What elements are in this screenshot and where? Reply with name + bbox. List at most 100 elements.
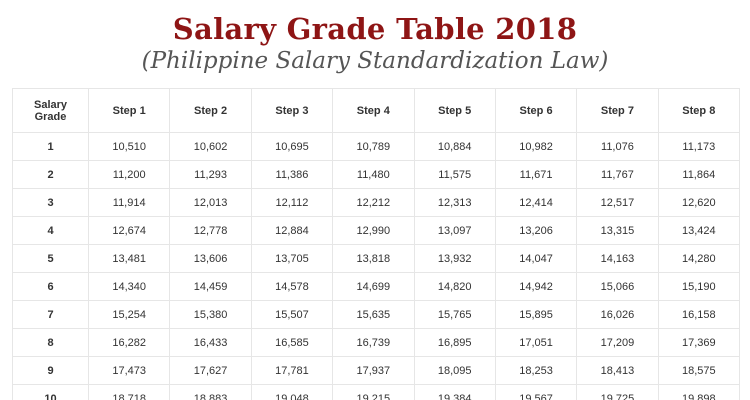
- column-header: Salary Grade: [12, 88, 89, 133]
- grade-cell: 7: [12, 300, 89, 329]
- salary-cell: 17,369: [657, 328, 741, 357]
- salary-cell: 14,699: [332, 272, 415, 301]
- grade-cell: 4: [12, 216, 89, 245]
- salary-cell: 16,282: [87, 328, 171, 357]
- salary-cell: 17,209: [576, 328, 659, 357]
- salary-cell: 14,820: [413, 272, 496, 301]
- salary-cell: 15,635: [332, 300, 415, 329]
- salary-cell: 12,112: [250, 188, 334, 217]
- salary-cell: 10,789: [332, 132, 415, 161]
- salary-cell: 19,898: [657, 384, 741, 400]
- salary-cell: 11,293: [169, 160, 252, 189]
- table-row: 1 10,510 10,602 10,695 10,789 10,884 10,982 11,…: [12, 132, 741, 161]
- salary-cell: 10,982: [494, 132, 578, 161]
- grade-cell: 6: [12, 272, 89, 301]
- salary-cell: 19,567: [494, 384, 578, 400]
- salary-cell: 11,575: [413, 160, 496, 189]
- salary-cell: 11,200: [87, 160, 171, 189]
- salary-cell: 11,864: [657, 160, 741, 189]
- column-header: Step 8: [657, 88, 741, 133]
- column-header: Step 7: [576, 88, 659, 133]
- salary-cell: 13,097: [413, 216, 496, 245]
- salary-cell: 12,990: [332, 216, 415, 245]
- salary-cell: 12,778: [169, 216, 252, 245]
- salary-cell: 13,818: [332, 244, 415, 273]
- grade-cell: 3: [12, 188, 89, 217]
- salary-cell: 10,695: [250, 132, 334, 161]
- table-row: 6 14,340 14,459 14,578 14,699 14,820 14,942 15,…: [12, 272, 741, 301]
- grade-cell: 10: [12, 384, 89, 400]
- salary-cell: 16,895: [413, 328, 496, 357]
- salary-cell: 18,413: [576, 356, 659, 385]
- salary-cell: 11,076: [576, 132, 659, 161]
- table-body: 1 10,510 10,602 10,695 10,789 10,884 10,982 11,…: [12, 132, 741, 400]
- table-row: 2 11,200 11,293 11,386 11,480 11,575 11,671 11,…: [12, 160, 741, 189]
- salary-cell: 17,781: [250, 356, 334, 385]
- salary-cell: 12,884: [250, 216, 334, 245]
- column-header: Step 5: [413, 88, 496, 133]
- salary-cell: 10,602: [169, 132, 252, 161]
- salary-cell: 14,942: [494, 272, 578, 301]
- salary-cell: 13,705: [250, 244, 334, 273]
- salary-cell: 11,671: [494, 160, 578, 189]
- salary-cell: 15,895: [494, 300, 578, 329]
- column-header: Step 4: [332, 88, 415, 133]
- table-row: 3 11,914 12,013 12,112 12,212 12,313 12,414 12,…: [12, 188, 741, 217]
- salary-cell: 19,384: [413, 384, 496, 400]
- salary-cell: 12,313: [413, 188, 496, 217]
- table-row: 5 13,481 13,606 13,705 13,818 13,932 14,047 14,…: [12, 244, 741, 273]
- salary-cell: 11,914: [87, 188, 171, 217]
- salary-cell: 15,254: [87, 300, 171, 329]
- salary-cell: 18,575: [657, 356, 741, 385]
- table-row: 4 12,674 12,778 12,884 12,990 13,097 13,206 13,…: [12, 216, 741, 245]
- header-row: Salary Grade Step 1 Step 2 Step 3 Step 4 Step…: [12, 88, 741, 133]
- salary-cell: 12,414: [494, 188, 578, 217]
- salary-cell: 18,253: [494, 356, 578, 385]
- salary-cell: 12,674: [87, 216, 171, 245]
- salary-cell: 15,380: [169, 300, 252, 329]
- salary-cell: 14,578: [250, 272, 334, 301]
- salary-cell: 13,606: [169, 244, 252, 273]
- salary-cell: 14,340: [87, 272, 171, 301]
- salary-cell: 15,190: [657, 272, 741, 301]
- salary-cell: 19,215: [332, 384, 415, 400]
- column-header: Step 6: [494, 88, 578, 133]
- salary-cell: 12,013: [169, 188, 252, 217]
- subtitle: (Philippine Salary Standardization Law): [141, 48, 609, 74]
- salary-cell: 10,510: [87, 132, 171, 161]
- salary-cell: 16,026: [576, 300, 659, 329]
- column-header: Step 3: [250, 88, 334, 133]
- table-row: 7 15,254 15,380 15,507 15,635 15,765 15,895 16,…: [12, 300, 741, 329]
- salary-cell: 17,473: [87, 356, 171, 385]
- grade-cell: 1: [12, 132, 89, 161]
- salary-cell: 13,315: [576, 216, 659, 245]
- salary-cell: 16,585: [250, 328, 334, 357]
- salary-cell: 14,280: [657, 244, 741, 273]
- salary-cell: 14,459: [169, 272, 252, 301]
- grade-cell: 5: [12, 244, 89, 273]
- salary-cell: 16,158: [657, 300, 741, 329]
- salary-cell: 16,739: [332, 328, 415, 357]
- salary-cell: 17,937: [332, 356, 415, 385]
- grade-cell: 9: [12, 356, 89, 385]
- salary-cell: 15,765: [413, 300, 496, 329]
- salary-cell: 15,066: [576, 272, 659, 301]
- grade-cell: 8: [12, 328, 89, 357]
- salary-cell: 15,507: [250, 300, 334, 329]
- salary-cell: 18,883: [169, 384, 252, 400]
- salary-cell: 19,725: [576, 384, 659, 400]
- salary-cell: 19,048: [250, 384, 334, 400]
- salary-table: Salary Grade Step 1 Step 2 Step 3 Step 4 Step…: [12, 88, 741, 400]
- salary-cell: 13,424: [657, 216, 741, 245]
- salary-cell: 11,480: [332, 160, 415, 189]
- salary-cell: 12,620: [657, 188, 741, 217]
- salary-cell: 14,163: [576, 244, 659, 273]
- salary-cell: 11,173: [657, 132, 741, 161]
- salary-cell: 11,386: [250, 160, 334, 189]
- column-header: Step 2: [169, 88, 252, 133]
- salary-cell: 17,051: [494, 328, 578, 357]
- table-row: 8 16,282 16,433 16,585 16,739 16,895 17,051 17,…: [12, 328, 741, 357]
- salary-cell: 17,627: [169, 356, 252, 385]
- grade-cell: 2: [12, 160, 89, 189]
